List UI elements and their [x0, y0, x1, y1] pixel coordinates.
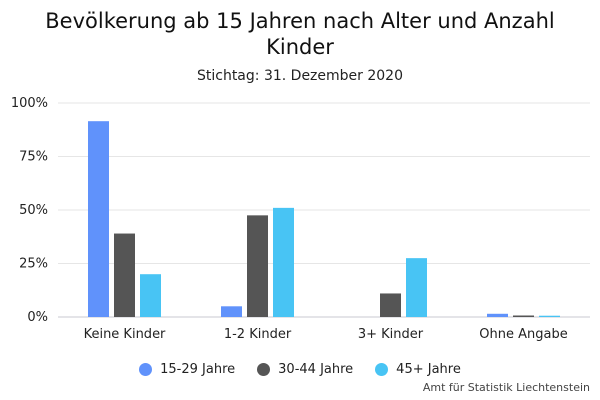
x-category-label: Keine Kinder: [84, 327, 166, 342]
bar-2-4: [513, 315, 534, 317]
legend-swatch: [139, 363, 153, 376]
legend-label: 15-29 Jahre: [160, 362, 236, 377]
x-category-label: 1-2 Kinder: [224, 327, 292, 342]
bar-3-4: [539, 315, 560, 317]
legend-label: 45+ Jahre: [396, 362, 461, 377]
bar-1-4: [487, 313, 508, 317]
bar-2-2: [247, 215, 268, 317]
legend-item[interactable]: 45+ Jahre: [375, 362, 461, 377]
y-tick-label: 25%: [19, 257, 48, 272]
chart-title: Bevölkerung ab 15 Jahren nach Alter und …: [45, 9, 555, 59]
y-tick-label: 75%: [19, 150, 48, 165]
legend-swatch: [375, 363, 389, 376]
legend-item[interactable]: 15-29 Jahre: [139, 362, 235, 377]
y-tick-label: 100%: [11, 96, 48, 111]
x-category-label: Ohne Angabe: [479, 327, 567, 342]
y-tick-label: 50%: [19, 203, 48, 218]
legend-swatch: [257, 363, 271, 376]
bar-1-1: [88, 121, 109, 317]
bar-2-1: [114, 233, 135, 317]
bar-1-2: [221, 306, 242, 317]
y-tick-label: 0%: [27, 310, 48, 325]
legend-item[interactable]: 30-44 Jahre: [257, 362, 353, 377]
legend: 15-29 Jahre 30-44 Jahre 45+ Jahre: [0, 362, 600, 377]
bar-3-1: [140, 274, 161, 317]
bar-2-3: [380, 293, 401, 317]
source-note: Amt für Statistik Liechtenstein: [422, 381, 590, 394]
chart-subtitle: Stichtag: 31. Dezember 2020: [196, 68, 403, 84]
bar-3-2: [273, 207, 294, 317]
legend-label: 30-44 Jahre: [278, 362, 354, 377]
x-category-label: 3+ Kinder: [358, 327, 424, 342]
bar-3-3: [406, 258, 427, 317]
